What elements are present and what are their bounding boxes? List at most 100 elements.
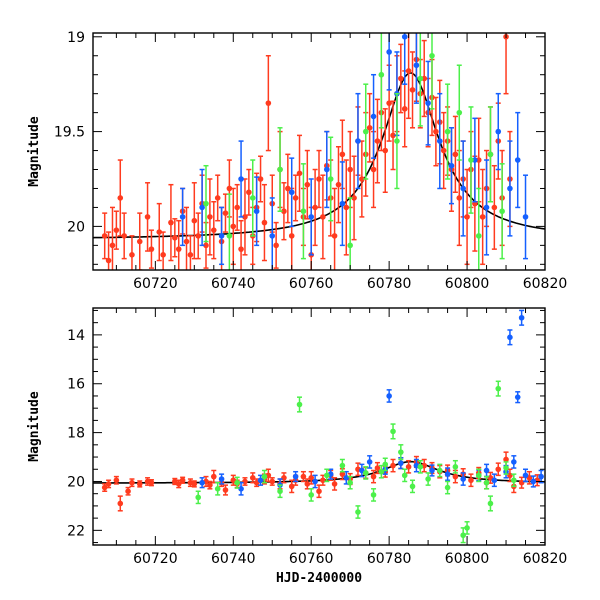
data-point: [288, 189, 295, 196]
data-point: [421, 75, 428, 82]
data-point: [292, 473, 299, 480]
y-tick-label: 14: [67, 328, 85, 344]
data-point: [277, 166, 283, 173]
data-point: [246, 189, 252, 196]
data-point: [105, 481, 112, 487]
data-point: [304, 481, 311, 487]
data-point: [207, 482, 213, 488]
data-point: [405, 464, 412, 470]
data-point: [475, 233, 482, 239]
data-point: [518, 314, 525, 321]
data-point: [468, 477, 474, 484]
data-point: [460, 476, 466, 482]
y-tick-label: 16: [67, 377, 85, 393]
data-point: [394, 138, 400, 144]
data-point: [160, 252, 166, 258]
data-point: [308, 492, 315, 498]
data-point: [327, 176, 334, 182]
data-point: [429, 52, 435, 59]
data-point: [300, 473, 307, 480]
data-point: [207, 214, 213, 220]
data-point: [448, 162, 455, 169]
data-point: [218, 233, 225, 239]
data-point: [339, 471, 346, 477]
y-tick-label: 22: [67, 523, 85, 539]
data-point: [495, 128, 502, 135]
data-point: [172, 234, 178, 241]
x-axis-title: HJD-2400000: [276, 571, 362, 586]
data-point: [514, 157, 521, 163]
data-point: [121, 233, 127, 239]
data-point: [514, 394, 521, 400]
x-tick-label: 60800: [445, 276, 490, 292]
bottom-light-curve-panel: 60720 60740 60760 60780 60800 60820 14 16 18 20 22…: [27, 307, 567, 586]
data-point: [148, 479, 155, 486]
data-point: [312, 204, 318, 211]
data-point: [253, 208, 260, 215]
data-point: [436, 467, 443, 474]
data-point: [382, 147, 389, 154]
data-point: [405, 68, 412, 74]
data-point: [374, 138, 381, 144]
data-point: [390, 428, 396, 435]
y-tick-label: 20: [67, 219, 85, 235]
data-point: [464, 214, 470, 220]
data-point: [136, 238, 143, 245]
data-point: [483, 204, 490, 211]
data-point: [425, 476, 431, 482]
x-tick-label: 60760: [289, 276, 334, 292]
data-point: [230, 223, 237, 230]
data-point: [191, 217, 198, 224]
data-point: [179, 214, 186, 220]
data-point: [222, 487, 229, 493]
series-green: [203, 33, 505, 270]
data-point: [436, 138, 443, 144]
data-point: [429, 467, 435, 474]
data-point: [475, 472, 482, 479]
data-point: [339, 151, 346, 158]
data-point: [238, 176, 244, 182]
data-point: [468, 157, 474, 163]
x-tick-label: 60780: [367, 551, 412, 567]
data-point: [386, 49, 392, 55]
data-point: [440, 147, 447, 154]
data-point: [214, 486, 221, 492]
x-tick-label: 60800: [445, 551, 490, 567]
data-point: [226, 185, 233, 192]
data-point: [456, 109, 463, 116]
data-point: [343, 204, 350, 211]
data-point: [390, 132, 396, 139]
data-point: [292, 195, 299, 201]
x-tick-label: 60720: [133, 551, 178, 567]
data-point: [226, 233, 233, 239]
data-point: [308, 475, 315, 481]
data-point: [409, 87, 416, 93]
data-point: [366, 459, 373, 465]
data-point: [144, 214, 151, 220]
data-point: [382, 461, 389, 468]
data-point: [234, 479, 240, 486]
data-point: [483, 479, 490, 486]
data-point: [199, 204, 205, 211]
data-point: [390, 462, 396, 469]
top-light-curve-panel: 60720 60740 60760 60780 60800 60820 19 19.5 20 Ma…: [27, 30, 567, 292]
data-point: [316, 488, 322, 495]
x-tick-label: 60740: [211, 276, 256, 292]
data-point: [370, 492, 377, 498]
plot-frame: [92, 307, 546, 546]
data-point: [339, 200, 346, 207]
data-point: [113, 477, 120, 484]
data-point: [499, 208, 505, 215]
data-point: [312, 478, 318, 485]
data-point: [265, 100, 272, 106]
data-point: [487, 500, 494, 507]
x-tick-label: 60720: [133, 276, 178, 292]
data-point: [129, 479, 135, 486]
data-point: [300, 208, 307, 215]
x-tick-label: 60740: [211, 551, 256, 567]
data-point: [433, 128, 439, 135]
data-point: [117, 195, 124, 201]
data-point: [347, 242, 353, 249]
data-point: [323, 472, 330, 479]
data-point: [214, 195, 221, 201]
